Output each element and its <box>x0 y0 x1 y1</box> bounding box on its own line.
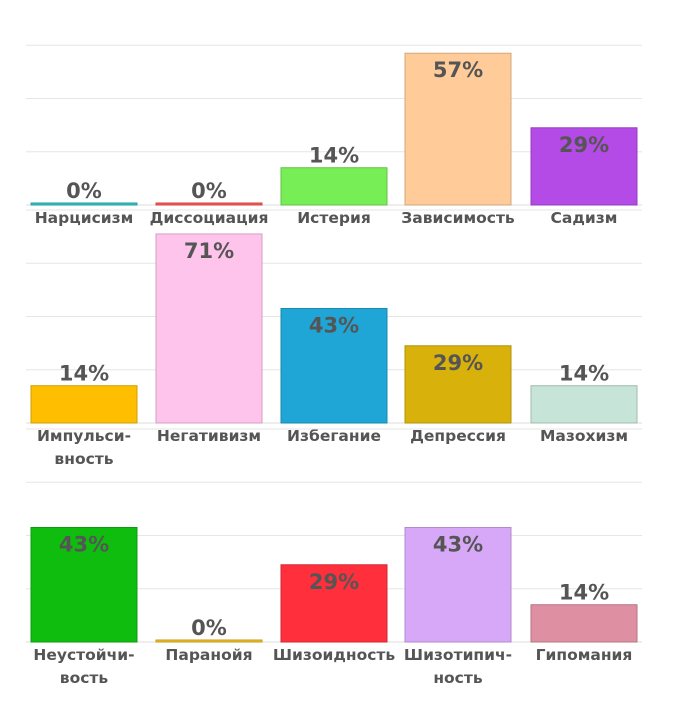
category-label: Шизотипич- <box>404 646 512 664</box>
value-label: 14% <box>59 362 109 386</box>
category-label: Неустойчи- <box>33 646 134 664</box>
value-label: 57% <box>433 58 483 82</box>
value-label: 29% <box>309 570 359 594</box>
category-label: Мазохизм <box>540 427 628 445</box>
category-label: Диссоциация <box>150 209 269 227</box>
value-label: 43% <box>433 533 483 557</box>
bar <box>404 52 512 206</box>
bar <box>404 527 512 643</box>
category-label: ность <box>433 669 483 687</box>
category-label: Избегание <box>287 427 381 445</box>
bar <box>280 564 388 643</box>
category-label: Нарцисизм <box>35 209 134 227</box>
bar <box>530 127 638 206</box>
bar <box>155 202 263 206</box>
value-label: 71% <box>184 239 234 263</box>
value-label: 14% <box>559 581 609 605</box>
bar <box>30 385 138 424</box>
value-label: 29% <box>433 351 483 375</box>
category-label: Садизм <box>551 209 618 227</box>
bar <box>30 527 138 643</box>
category-label: вость <box>60 669 109 687</box>
category-label: Импульси- <box>37 427 131 445</box>
value-label: 43% <box>59 533 109 557</box>
value-label: 14% <box>559 362 609 386</box>
bar <box>404 345 512 424</box>
value-label: 0% <box>191 179 227 203</box>
bar <box>155 639 263 643</box>
bar <box>280 167 388 206</box>
value-label: 43% <box>309 314 359 338</box>
bar <box>530 604 638 643</box>
bar <box>280 308 388 424</box>
value-label: 0% <box>191 616 227 640</box>
category-label: Паранойя <box>165 646 252 664</box>
bar <box>30 202 138 206</box>
value-label: 0% <box>66 179 102 203</box>
bar <box>530 385 638 424</box>
value-label: 29% <box>559 133 609 157</box>
category-label: Гипомания <box>536 646 633 664</box>
bar <box>155 233 263 424</box>
value-label: 14% <box>309 144 359 168</box>
category-label: Зависимость <box>401 209 515 227</box>
category-label: Шизоидность <box>273 646 396 664</box>
category-label: вность <box>54 450 113 468</box>
category-label: Истерия <box>297 209 371 227</box>
category-label: Негативизм <box>157 427 261 445</box>
category-label: Депрессия <box>410 427 506 445</box>
